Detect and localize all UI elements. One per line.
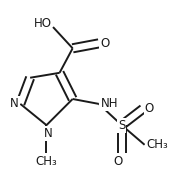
Text: N: N bbox=[10, 97, 19, 110]
Text: CH₃: CH₃ bbox=[36, 155, 57, 168]
Text: S: S bbox=[118, 119, 125, 132]
Text: CH₃: CH₃ bbox=[146, 138, 168, 151]
Text: O: O bbox=[114, 155, 123, 168]
Text: N: N bbox=[44, 127, 52, 140]
Text: O: O bbox=[145, 102, 154, 115]
Text: HO: HO bbox=[33, 17, 51, 30]
Text: O: O bbox=[100, 37, 110, 50]
Text: NH: NH bbox=[100, 97, 118, 110]
